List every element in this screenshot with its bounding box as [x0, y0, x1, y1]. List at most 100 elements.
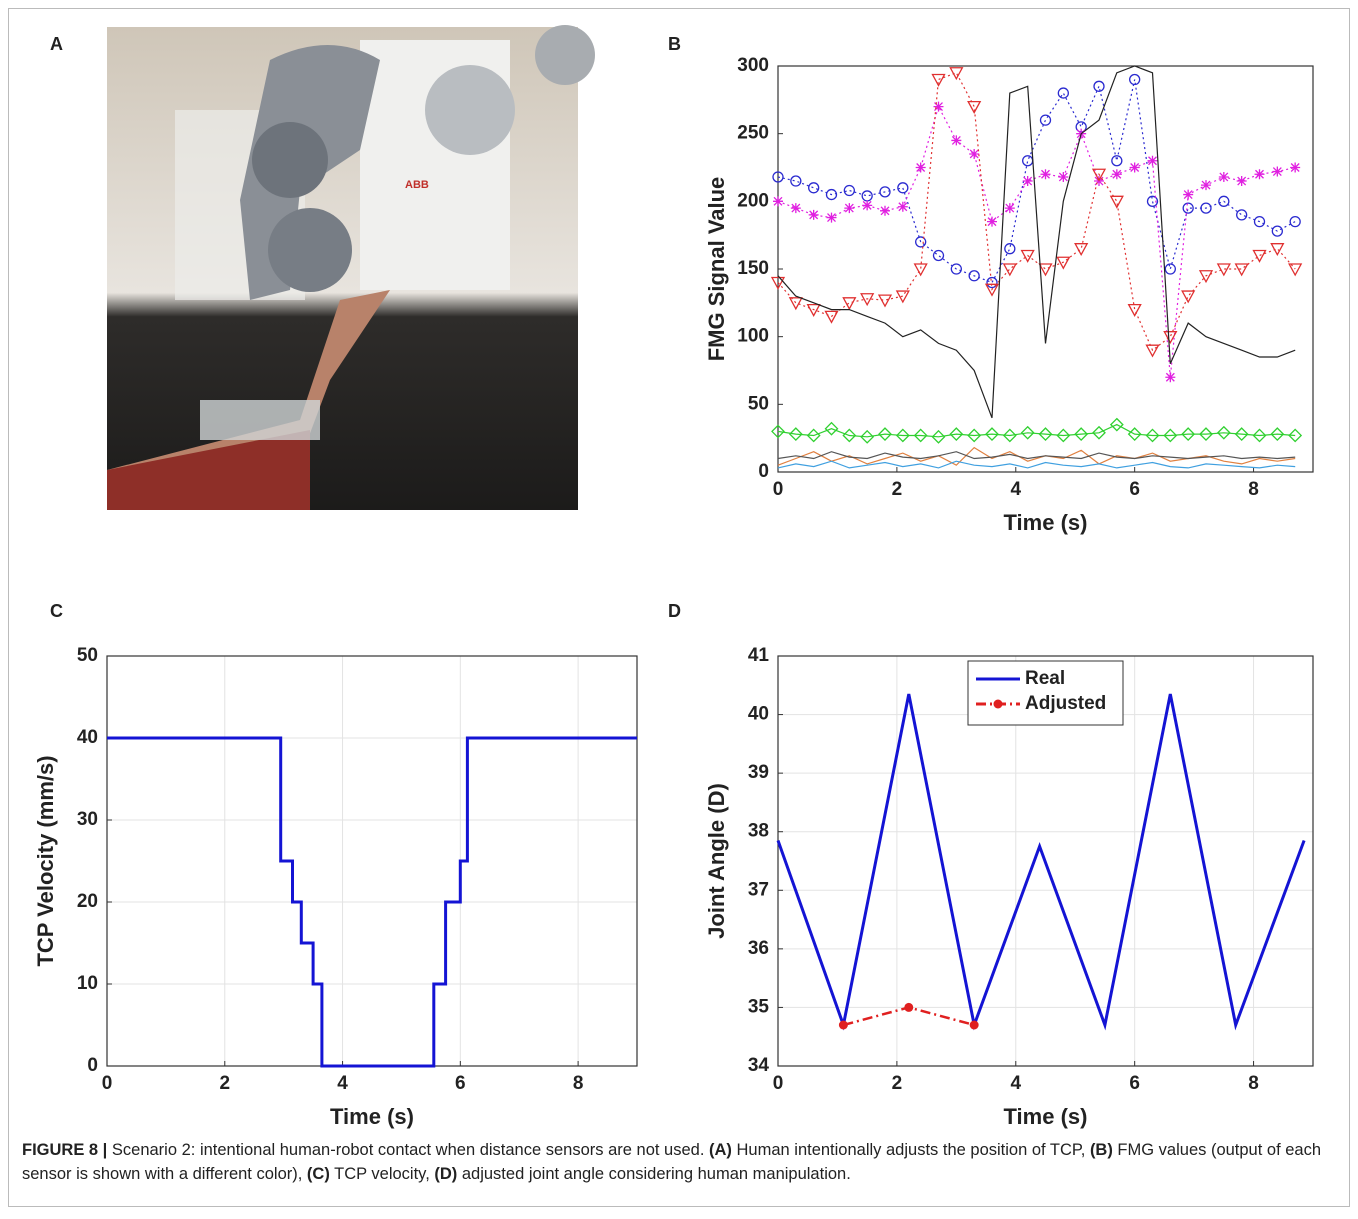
marker	[931, 73, 946, 87]
marker	[1038, 427, 1053, 442]
marker	[1074, 243, 1089, 257]
x-tick-label: 8	[573, 1073, 584, 1094]
marker	[1092, 425, 1106, 440]
marker	[1147, 155, 1158, 166]
plot-frame	[777, 65, 1314, 473]
marker	[993, 699, 1003, 709]
x-axis-label: Time (s)	[330, 1104, 414, 1129]
marker	[1271, 225, 1283, 237]
marker	[895, 290, 910, 304]
marker	[1164, 263, 1176, 275]
marker	[1129, 162, 1140, 173]
marker	[1254, 169, 1265, 180]
marker	[951, 135, 962, 146]
y-tick-label: 37	[748, 879, 769, 900]
y-tick-label: 39	[748, 762, 769, 783]
y-tick-label: 250	[737, 123, 769, 144]
marker	[933, 101, 944, 112]
marker	[1111, 169, 1122, 180]
legend-label: Adjusted	[1025, 693, 1106, 714]
y-tick-label: 40	[748, 704, 769, 725]
marker	[986, 276, 998, 289]
marker	[1289, 215, 1301, 228]
data-line	[777, 451, 1296, 460]
marker	[878, 427, 892, 442]
marker	[838, 1020, 848, 1030]
marker	[931, 429, 946, 444]
marker	[806, 428, 821, 443]
y-tick-label: 50	[77, 645, 98, 666]
marker	[772, 171, 784, 183]
plot-frame	[777, 655, 1314, 1067]
marker	[1272, 166, 1283, 177]
marker	[1216, 425, 1231, 440]
marker	[1057, 87, 1069, 99]
marker	[1056, 256, 1071, 270]
marker	[1056, 428, 1071, 443]
marker	[842, 297, 857, 311]
x-tick-label: 4	[337, 1073, 348, 1094]
caption-segment: Scenario 2: intentional human-robot cont…	[111, 1141, 710, 1159]
marker	[968, 270, 980, 282]
x-tick-label: 2	[892, 1073, 903, 1094]
data-line	[777, 65, 1296, 419]
x-tick-label: 4	[1010, 1073, 1021, 1094]
caption-segment: TCP velocity,	[329, 1165, 435, 1183]
marker	[880, 205, 890, 216]
marker	[1074, 427, 1089, 442]
marker	[1002, 428, 1017, 443]
x-axis-label: Time (s)	[1004, 1104, 1088, 1129]
y-tick-label: 100	[737, 326, 769, 347]
marker	[1270, 243, 1285, 257]
marker	[913, 263, 928, 277]
data-line	[107, 736, 637, 1068]
caption-segment: (A)	[709, 1141, 732, 1159]
marker	[1129, 73, 1141, 86]
marker	[1004, 243, 1016, 255]
x-axis-label: Time (s)	[1004, 510, 1088, 535]
marker	[1004, 203, 1015, 214]
marker	[1038, 263, 1053, 277]
y-tick-label: 150	[737, 258, 769, 279]
marker	[985, 427, 999, 442]
marker	[969, 1020, 979, 1030]
marker	[1201, 180, 1211, 191]
marker	[1145, 428, 1160, 443]
marker	[1234, 263, 1249, 277]
marker	[1236, 209, 1248, 221]
marker	[1111, 155, 1123, 167]
marker	[967, 428, 982, 443]
marker	[824, 421, 839, 436]
marker	[1236, 176, 1247, 187]
marker	[1163, 428, 1178, 443]
marker	[915, 236, 927, 248]
marker	[1109, 195, 1124, 209]
marker	[950, 263, 962, 275]
marker	[904, 1002, 914, 1012]
y-axis-label: FMG Signal Value	[704, 177, 729, 362]
y-tick-label: 200	[737, 190, 769, 211]
marker	[1182, 202, 1194, 214]
marker	[843, 184, 855, 197]
marker	[770, 276, 786, 290]
x-tick-label: 2	[892, 479, 903, 500]
marker	[895, 428, 910, 443]
y-axis-label: TCP Velocity (mm/s)	[33, 755, 58, 966]
caption-segment: (C)	[306, 1165, 330, 1183]
caption-segment: (B)	[1089, 1141, 1113, 1159]
marker	[1199, 427, 1213, 442]
marker	[1198, 270, 1214, 284]
marker	[987, 216, 997, 227]
x-tick-label: 6	[1129, 479, 1140, 500]
marker	[949, 427, 964, 442]
x-tick-label: 8	[1248, 479, 1259, 500]
marker	[1020, 425, 1035, 440]
marker	[824, 310, 839, 324]
marker	[1022, 176, 1033, 187]
x-tick-label: 2	[219, 1073, 230, 1094]
y-tick-label: 10	[77, 973, 98, 994]
y-tick-label: 20	[77, 891, 98, 912]
legend-label: Real	[1025, 668, 1065, 689]
marker	[825, 188, 838, 201]
